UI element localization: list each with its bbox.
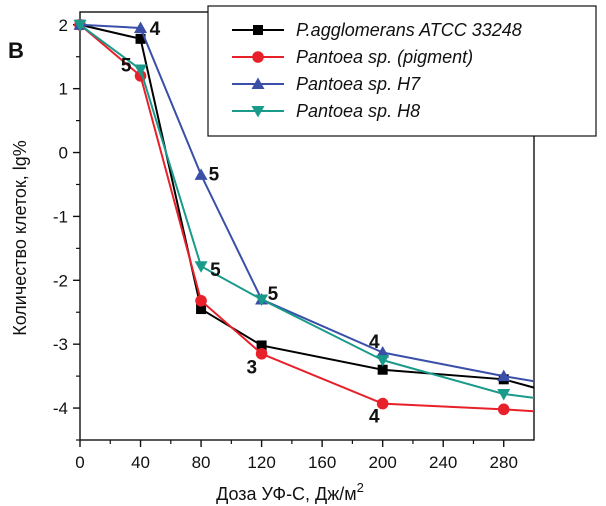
- data-point: [195, 294, 207, 307]
- point-annotation: 5: [268, 284, 279, 305]
- x-tick-label: 280: [490, 453, 518, 472]
- axes: 0 40 80 120 160 200 240 280 2 1 0 -1 -2 -3 -4: [53, 11, 535, 472]
- legend-entry: Pantoea sp. H8: [232, 101, 420, 121]
- data-point: [194, 261, 208, 273]
- y-tick-label: -1: [53, 207, 68, 226]
- point-annotation: 5: [121, 55, 132, 76]
- y-tick-label: -4: [53, 399, 68, 418]
- data-point: [256, 340, 267, 351]
- data-point: [73, 19, 87, 32]
- legend-entry: Pantoea sp. (pigment): [232, 47, 473, 67]
- legend-label: Pantoea sp. H7: [296, 74, 421, 94]
- y-tick-label: 2: [59, 16, 68, 35]
- point-annotation: 4: [150, 19, 161, 40]
- y-tick-label: -3: [53, 335, 68, 354]
- y-axis-title: Количество клеток, lg%: [10, 140, 30, 336]
- series-layer: [73, 18, 535, 416]
- x-axis-title: Доза УФ-С, Дж/м2: [216, 480, 364, 504]
- legend: P.agglomerans ATCC 33248 Pantoea sp. (pig…: [207, 5, 597, 137]
- x-tick-label: 240: [429, 453, 457, 472]
- data-point: [194, 168, 208, 180]
- point-annotation: 4: [369, 332, 380, 353]
- point-annotation: 4: [369, 407, 380, 428]
- data-point: [377, 364, 388, 375]
- x-tick-label: 160: [308, 453, 336, 472]
- x-axis-title-main: Доза УФ-С, Дж/м: [216, 484, 357, 504]
- legend-marker: [251, 77, 265, 89]
- x-axis-title-superscript: 2: [357, 480, 364, 495]
- data-point: [255, 347, 268, 360]
- data-point: [134, 64, 148, 76]
- legend-marker: [251, 106, 265, 118]
- data-point: [497, 389, 511, 401]
- legend-box: [207, 5, 597, 137]
- point-annotation: 3: [246, 358, 257, 379]
- point-annotation: 5: [209, 165, 220, 186]
- data-point: [497, 403, 510, 416]
- legend-marker: [253, 25, 263, 35]
- y-tick-label: 1: [59, 80, 68, 99]
- data-point: [255, 294, 269, 306]
- point-annotation: 5: [210, 260, 221, 281]
- y-tick-label: 0: [59, 144, 68, 163]
- x-tick-label: 0: [75, 453, 84, 472]
- x-tick-label: 80: [192, 453, 211, 472]
- legend-label: Pantoea sp. H8: [296, 101, 420, 121]
- data-point: [134, 21, 148, 33]
- data-point: [376, 345, 390, 358]
- legend-label: P.agglomerans ATCC 33248: [296, 20, 522, 40]
- data-point: [376, 397, 389, 410]
- series-4: [73, 19, 535, 401]
- data-point: [376, 355, 390, 367]
- x-tick-label: 40: [131, 453, 150, 472]
- x-tick-label: 200: [368, 453, 396, 472]
- legend-marker: [252, 51, 264, 63]
- panel-label: B: [8, 38, 24, 63]
- legend-entry: Pantoea sp. H7: [232, 74, 421, 94]
- data-point: [135, 33, 146, 44]
- data-point: [196, 304, 207, 315]
- legend-label: Pantoea sp. (pigment): [296, 47, 473, 67]
- legend-entry: P.agglomerans ATCC 33248: [232, 20, 522, 40]
- data-point: [497, 369, 511, 382]
- y-tick-label: -2: [53, 271, 68, 290]
- x-tick-label: 120: [247, 453, 275, 472]
